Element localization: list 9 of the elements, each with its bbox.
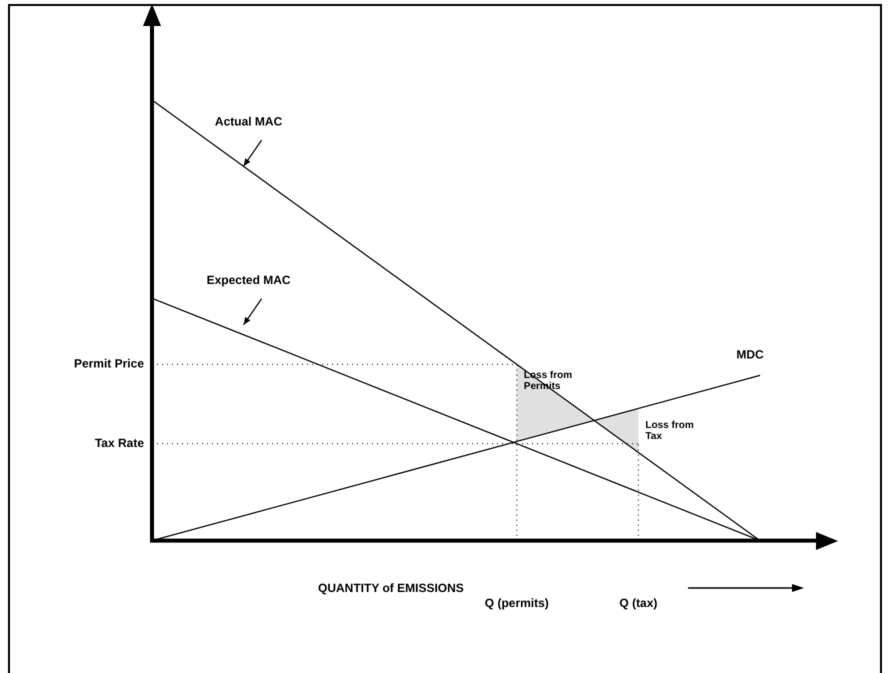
annotation: Loss from Tax — [645, 420, 694, 442]
ref-line-label: Permit Price — [74, 356, 144, 371]
x-tick-label: Q (permits) — [484, 596, 549, 610]
ref-line-label: Tax Rate — [94, 436, 144, 450]
series-label: MDC — [736, 348, 764, 362]
x-tick-label: Q (tax) — [619, 596, 658, 610]
x-axis-title: QUANTITY of EMISSIONS — [318, 581, 464, 595]
text: Expected MAC — [206, 273, 291, 288]
series-label: Actual MAC — [214, 114, 283, 128]
